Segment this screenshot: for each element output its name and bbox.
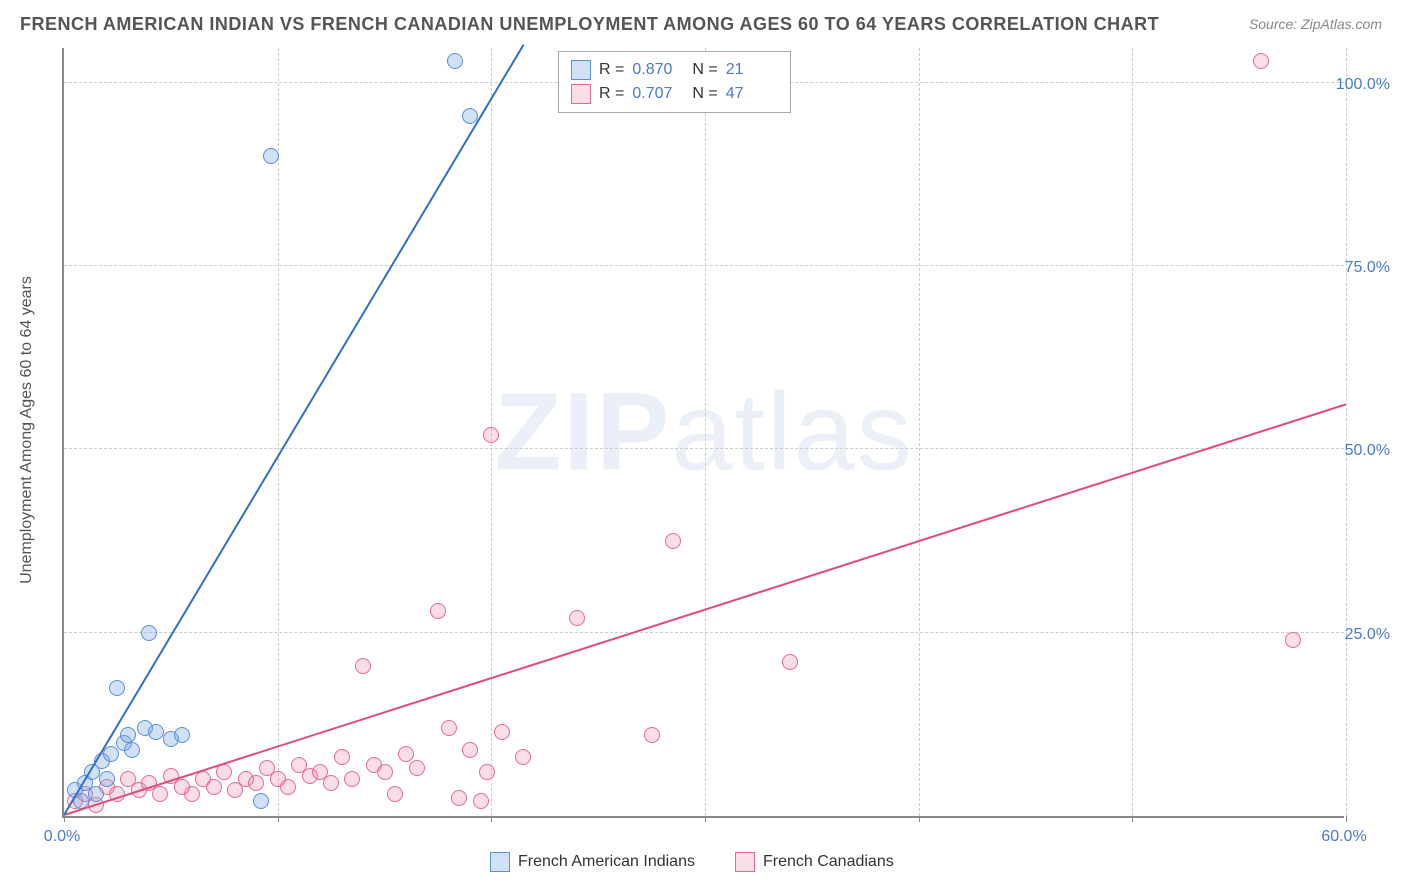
y-tick-label: 25.0% bbox=[1345, 626, 1390, 644]
data-point bbox=[344, 771, 360, 787]
gridline-h bbox=[64, 448, 1344, 449]
data-point bbox=[323, 775, 339, 791]
data-point bbox=[334, 749, 350, 765]
gridline-v bbox=[705, 48, 706, 816]
data-point bbox=[473, 793, 489, 809]
gridline-h bbox=[64, 265, 1344, 266]
x-tick-label: 0.0% bbox=[44, 828, 80, 846]
watermark-bold: ZIP bbox=[494, 371, 671, 494]
legend-item: French Canadians bbox=[735, 852, 894, 872]
data-point bbox=[148, 724, 164, 740]
data-point bbox=[1285, 632, 1301, 648]
data-point bbox=[462, 742, 478, 758]
legend-r-label: R = bbox=[599, 85, 624, 103]
tick-x bbox=[64, 816, 65, 822]
y-tick-label: 50.0% bbox=[1345, 442, 1390, 460]
legend-n-value: 47 bbox=[726, 85, 778, 103]
data-point bbox=[377, 764, 393, 780]
legend-n-value: 21 bbox=[726, 61, 778, 79]
data-point bbox=[141, 625, 157, 641]
data-point bbox=[782, 654, 798, 670]
data-point bbox=[644, 727, 660, 743]
tick-x bbox=[1346, 816, 1347, 822]
data-point bbox=[263, 148, 279, 164]
data-point bbox=[398, 746, 414, 762]
plot-area: ZIPatlas bbox=[62, 48, 1344, 818]
data-point bbox=[253, 793, 269, 809]
chart-container: FRENCH AMERICAN INDIAN VS FRENCH CANADIA… bbox=[0, 0, 1406, 892]
legend-swatch bbox=[490, 852, 510, 872]
watermark: ZIPatlas bbox=[494, 369, 913, 496]
gridline-v bbox=[919, 48, 920, 816]
data-point bbox=[387, 786, 403, 802]
y-tick-label: 100.0% bbox=[1336, 76, 1390, 94]
tick-x bbox=[491, 816, 492, 822]
gridline-v bbox=[278, 48, 279, 816]
legend-swatch bbox=[571, 84, 591, 104]
legend-correlation: R = 0.870 N = 21 R = 0.707 N = 47 bbox=[558, 51, 791, 113]
data-point bbox=[479, 764, 495, 780]
legend-series: French American Indians French Canadians bbox=[490, 852, 894, 872]
data-point bbox=[409, 760, 425, 776]
gridline-h bbox=[64, 632, 1344, 633]
legend-r-value: 0.707 bbox=[632, 85, 684, 103]
legend-swatch bbox=[735, 852, 755, 872]
legend-n-label: N = bbox=[692, 61, 717, 79]
data-point bbox=[88, 786, 104, 802]
y-axis-title: Unemployment Among Ages 60 to 64 years bbox=[18, 276, 36, 584]
data-point bbox=[248, 775, 264, 791]
data-point bbox=[494, 724, 510, 740]
data-point bbox=[430, 603, 446, 619]
tick-x bbox=[278, 816, 279, 822]
data-point bbox=[451, 790, 467, 806]
legend-item: French American Indians bbox=[490, 852, 695, 872]
legend-row: R = 0.870 N = 21 bbox=[571, 58, 778, 82]
legend-label: French Canadians bbox=[763, 853, 894, 871]
x-tick-label: 60.0% bbox=[1321, 828, 1366, 846]
legend-n-label: N = bbox=[692, 85, 717, 103]
data-point bbox=[665, 533, 681, 549]
data-point bbox=[99, 771, 115, 787]
data-point bbox=[569, 610, 585, 626]
data-point bbox=[103, 746, 119, 762]
legend-swatch bbox=[571, 60, 591, 80]
source-label: Source: ZipAtlas.com bbox=[1249, 16, 1382, 32]
legend-r-value: 0.870 bbox=[632, 61, 684, 79]
data-point bbox=[355, 658, 371, 674]
legend-row: R = 0.707 N = 47 bbox=[571, 82, 778, 106]
tick-x bbox=[1132, 816, 1133, 822]
data-point bbox=[441, 720, 457, 736]
data-point bbox=[120, 727, 136, 743]
trend-line bbox=[63, 44, 524, 815]
watermark-rest: atlas bbox=[671, 371, 913, 494]
data-point bbox=[152, 786, 168, 802]
data-point bbox=[184, 786, 200, 802]
data-point bbox=[1253, 53, 1269, 69]
chart-title: FRENCH AMERICAN INDIAN VS FRENCH CANADIA… bbox=[20, 14, 1159, 35]
data-point bbox=[206, 779, 222, 795]
data-point bbox=[483, 427, 499, 443]
tick-x bbox=[705, 816, 706, 822]
data-point bbox=[174, 727, 190, 743]
gridline-v bbox=[1346, 48, 1347, 816]
data-point bbox=[447, 53, 463, 69]
legend-r-label: R = bbox=[599, 61, 624, 79]
data-point bbox=[280, 779, 296, 795]
y-tick-label: 75.0% bbox=[1345, 259, 1390, 277]
tick-x bbox=[919, 816, 920, 822]
data-point bbox=[109, 680, 125, 696]
data-point bbox=[515, 749, 531, 765]
legend-label: French American Indians bbox=[518, 853, 695, 871]
gridline-v bbox=[1132, 48, 1133, 816]
data-point bbox=[124, 742, 140, 758]
